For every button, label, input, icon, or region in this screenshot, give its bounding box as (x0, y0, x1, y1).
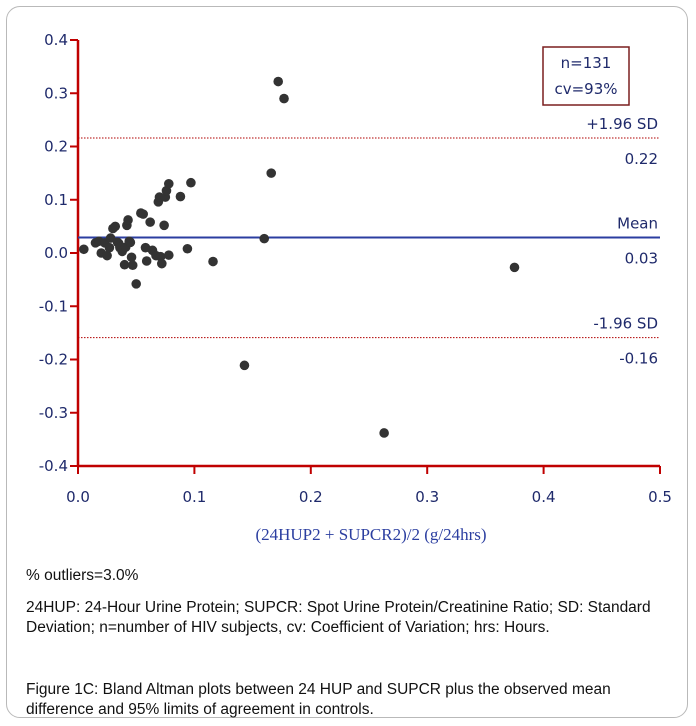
data-point (123, 215, 133, 225)
data-point (273, 76, 284, 87)
data-point (266, 168, 277, 178)
reference-line-label: Mean (617, 215, 658, 233)
stats-box-text: cv=93% (554, 80, 617, 98)
data-point (239, 360, 250, 371)
data-point (138, 209, 148, 219)
y-tick-label: 0.3 (44, 84, 68, 102)
data-point (105, 233, 116, 243)
data-point (125, 237, 136, 248)
data-point (279, 93, 289, 104)
figure-frame (6, 6, 688, 718)
reference-line-value: 0.22 (625, 150, 658, 168)
y-tick-label: 0.4 (44, 31, 68, 49)
y-tick-label: -0.3 (39, 404, 68, 422)
data-point (110, 221, 121, 232)
y-tick-label: 0.0 (44, 244, 68, 262)
data-point (104, 242, 115, 253)
stats-box-text: n=131 (561, 54, 612, 72)
reference-line-label: +1.96 SD (586, 115, 658, 133)
data-point (119, 259, 130, 270)
abbreviations-caption: 24HUP: 24-Hour Urine Protein; SUPCR: Spo… (26, 599, 651, 636)
data-point (208, 256, 218, 267)
data-point (259, 233, 270, 244)
data-point (131, 279, 141, 289)
data-point (163, 250, 174, 260)
data-point (145, 217, 155, 227)
data-point (163, 178, 174, 189)
outliers-caption: % outliers=3.0% (26, 567, 139, 584)
data-point (186, 177, 196, 188)
x-tick-label: 0.2 (299, 488, 323, 506)
stats-box (542, 46, 630, 106)
data-point (157, 258, 167, 269)
y-tick-label: -0.2 (39, 351, 68, 369)
bland-altman-plot: 0.4 0.3 0.2 0.1 0.0 -0.1 -0.2 -0.3 -0.4 0.0 0.1 0.2… (39, 31, 672, 544)
data-point (126, 252, 137, 263)
y-tick-label: 0.1 (44, 191, 68, 209)
reference-line-value: -0.16 (619, 350, 658, 368)
data-point (159, 220, 169, 231)
data-point (141, 256, 152, 266)
reference-line-value: 0.03 (625, 250, 658, 268)
data-point (127, 260, 138, 271)
x-tick-label: 0.3 (415, 488, 439, 506)
x-tick-label: 0.1 (182, 488, 206, 506)
x-tick-label: 0.5 (648, 488, 672, 506)
data-point (102, 250, 112, 261)
data-point (379, 428, 389, 438)
data-point (182, 243, 193, 254)
figure-caption: Figure 1C: Bland Altman plots between 24… (26, 681, 611, 718)
data-point (509, 262, 520, 273)
y-tick-label: 0.2 (44, 138, 68, 156)
x-tick-label: 0.4 (532, 488, 556, 506)
data-point (79, 244, 89, 255)
y-tick-label: -0.4 (39, 457, 68, 475)
x-axis-label: (24HUP2 + SUPCR2)/2 (g/24hrs) (255, 525, 486, 544)
y-tick-label: -0.1 (39, 297, 68, 315)
reference-line-label: -1.96 SD (593, 315, 658, 333)
data-point (175, 191, 186, 202)
x-tick-label: 0.0 (66, 488, 90, 506)
